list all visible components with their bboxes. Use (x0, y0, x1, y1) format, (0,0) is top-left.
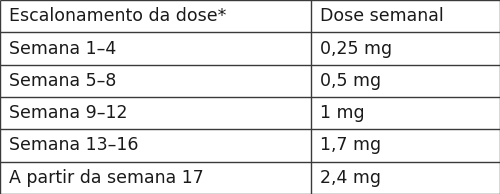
Text: Escalonamento da dose*: Escalonamento da dose* (9, 7, 226, 25)
Text: A partir da semana 17: A partir da semana 17 (9, 169, 204, 187)
Text: 1 mg: 1 mg (320, 104, 364, 122)
Text: 0,25 mg: 0,25 mg (320, 40, 392, 57)
Bar (0, 129, 311, 162)
Bar (0, 162, 311, 194)
Text: Semana 5–8: Semana 5–8 (9, 72, 117, 90)
Text: 0,5 mg: 0,5 mg (320, 72, 381, 90)
Bar (311, 97, 500, 129)
Text: 2,4 mg: 2,4 mg (320, 169, 381, 187)
Bar (311, 65, 500, 97)
Bar (0, 97, 311, 129)
Bar (0, 32, 311, 65)
Text: 1,7 mg: 1,7 mg (320, 137, 381, 154)
Bar (0, 65, 311, 97)
Bar (311, 32, 500, 65)
Bar (311, 0, 500, 32)
Bar (311, 162, 500, 194)
Text: Semana 1–4: Semana 1–4 (9, 40, 116, 57)
Bar (0, 0, 311, 32)
Text: Semana 13–16: Semana 13–16 (9, 137, 138, 154)
Text: Semana 9–12: Semana 9–12 (9, 104, 128, 122)
Bar (311, 129, 500, 162)
Text: Dose semanal: Dose semanal (320, 7, 444, 25)
